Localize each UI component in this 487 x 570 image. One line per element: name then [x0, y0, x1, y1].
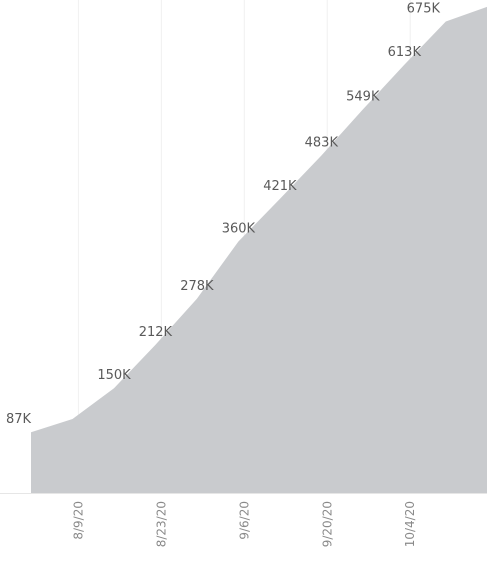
x-tick-label-2: 9/6/20 [237, 501, 251, 540]
x-tick-label-4: 10/4/20 [403, 501, 417, 547]
x-tick-label-0: 8/9/20 [71, 501, 85, 540]
area-layer [31, 6, 487, 493]
data-label-10: 696K [450, 0, 484, 2]
data-labels: 87K 150K 212K 278K 360K 421K 483K 549K 613K 675K 6… [6, 0, 483, 427]
data-label-8: 613K [388, 45, 422, 60]
data-label-4: 360K [222, 222, 256, 237]
x-tick-label-3: 9/20/20 [320, 501, 334, 547]
data-label-1: 150K [97, 368, 131, 383]
data-label-3: 278K [180, 279, 214, 294]
data-label-0: 87K [6, 412, 32, 427]
x-tick-label-1: 8/23/20 [154, 501, 168, 547]
cumulative-area [31, 6, 487, 493]
data-label-5: 421K [263, 179, 297, 194]
data-label-7: 549K [346, 90, 380, 105]
x-axis-ticks: 8/9/208/23/209/6/209/20/2010/4/2010/18/2… [71, 501, 487, 555]
data-label-6: 483K [305, 136, 339, 151]
data-label-2: 212K [139, 325, 173, 340]
data-label-9: 675K [407, 2, 441, 17]
